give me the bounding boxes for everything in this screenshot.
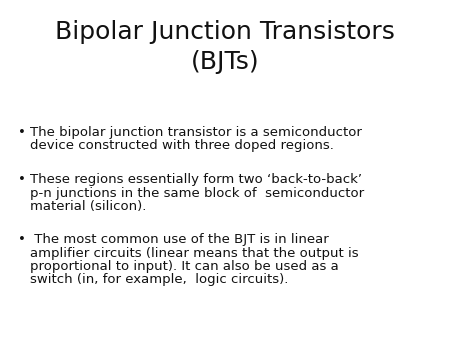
Text: •: •: [18, 233, 26, 246]
Text: material (silicon).: material (silicon).: [30, 200, 146, 213]
Text: proportional to input). It can also be used as a: proportional to input). It can also be u…: [30, 260, 339, 273]
Text: switch (in, for example,  logic circuits).: switch (in, for example, logic circuits)…: [30, 273, 288, 287]
Text: p-n junctions in the same block of  semiconductor: p-n junctions in the same block of semic…: [30, 187, 364, 199]
Text: amplifier circuits (linear means that the output is: amplifier circuits (linear means that th…: [30, 246, 359, 260]
Text: These regions essentially form two ‘back-to-back’: These regions essentially form two ‘back…: [30, 173, 362, 186]
Text: •: •: [18, 173, 26, 186]
Text: The most common use of the BJT is in linear: The most common use of the BJT is in lin…: [30, 233, 329, 246]
Text: •: •: [18, 126, 26, 139]
Text: Bipolar Junction Transistors
(BJTs): Bipolar Junction Transistors (BJTs): [55, 20, 395, 74]
Text: The bipolar junction transistor is a semiconductor: The bipolar junction transistor is a sem…: [30, 126, 362, 139]
Text: device constructed with three doped regions.: device constructed with three doped regi…: [30, 140, 334, 152]
